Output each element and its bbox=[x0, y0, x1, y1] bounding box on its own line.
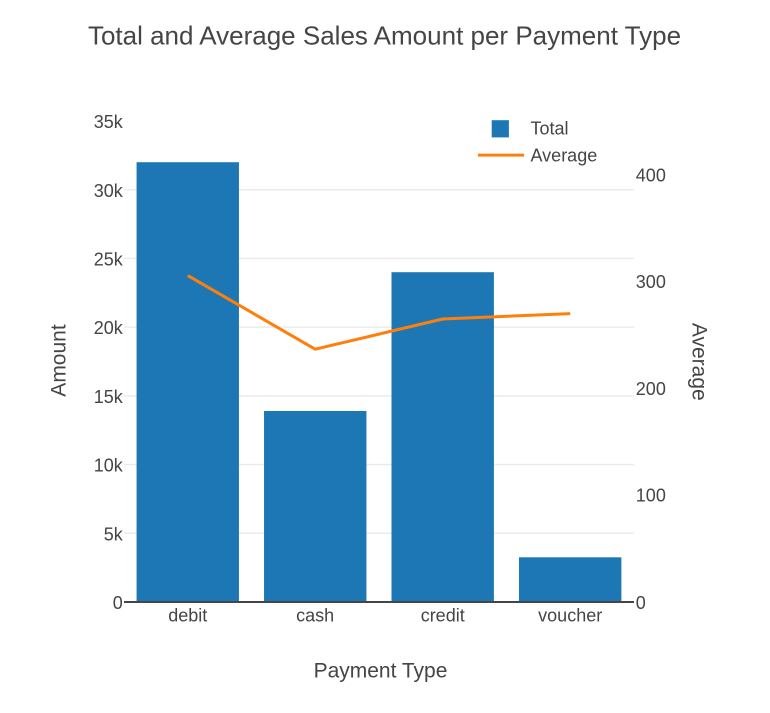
svg-text:5k: 5k bbox=[104, 524, 124, 544]
svg-text:100: 100 bbox=[636, 486, 666, 506]
svg-text:Total: Total bbox=[531, 119, 569, 139]
svg-text:Payment Type: Payment Type bbox=[314, 660, 448, 683]
svg-text:35k: 35k bbox=[94, 112, 124, 132]
svg-text:Average: Average bbox=[688, 323, 711, 401]
svg-text:30k: 30k bbox=[94, 181, 124, 201]
svg-text:10k: 10k bbox=[94, 456, 124, 476]
svg-text:15k: 15k bbox=[94, 387, 124, 407]
svg-text:Total and Average Sales Amount: Total and Average Sales Amount per Payme… bbox=[88, 21, 681, 51]
svg-text:20k: 20k bbox=[94, 318, 124, 338]
svg-text:credit: credit bbox=[421, 605, 465, 625]
svg-text:voucher: voucher bbox=[538, 605, 602, 625]
svg-text:300: 300 bbox=[636, 272, 666, 292]
svg-text:0: 0 bbox=[113, 593, 123, 613]
svg-text:25k: 25k bbox=[94, 250, 124, 270]
svg-text:Amount: Amount bbox=[48, 324, 71, 397]
svg-text:Average: Average bbox=[531, 145, 598, 165]
svg-text:200: 200 bbox=[636, 379, 666, 399]
svg-text:0: 0 bbox=[636, 593, 646, 613]
svg-text:cash: cash bbox=[296, 605, 334, 625]
svg-text:debit: debit bbox=[168, 605, 207, 625]
svg-text:400: 400 bbox=[636, 166, 666, 186]
